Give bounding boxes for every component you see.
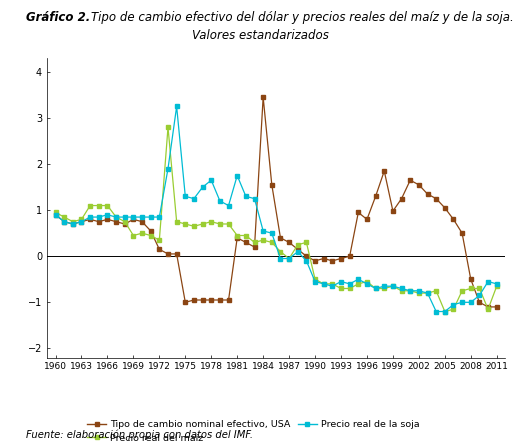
Text: Valores estandarizados: Valores estandarizados	[192, 29, 329, 42]
Legend: Tipo de cambio nominal efectivo, USA, Precio real del maíz, Precio real de la so: Tipo de cambio nominal efectivo, USA, Pr…	[83, 416, 423, 447]
Text: Fuente: elaboración propia con datos del IMF.: Fuente: elaboración propia con datos del…	[26, 430, 253, 440]
Text: Gráfico 2.: Gráfico 2.	[26, 11, 94, 24]
Text: Tipo de cambio efectivo del dólar y precios reales del maíz y de la soja.: Tipo de cambio efectivo del dólar y prec…	[91, 11, 514, 24]
